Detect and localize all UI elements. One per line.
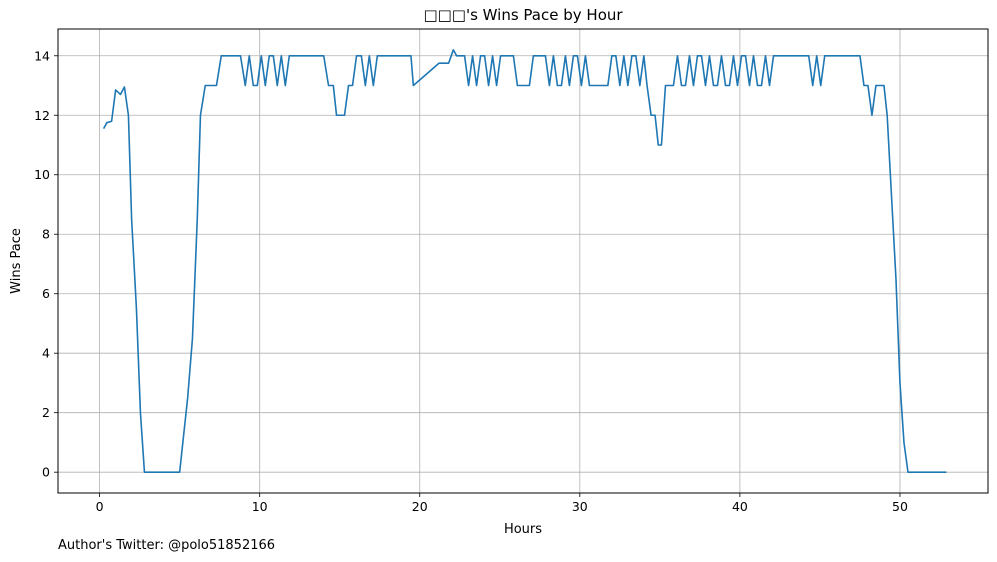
- gridlines: [58, 29, 988, 493]
- plot-frame: [57, 28, 989, 494]
- axis-ticks: 0 10 20 30 40 50 0 2 4 6 8 10 12 14: [34, 48, 908, 514]
- x-axis-label: Hours: [504, 522, 542, 537]
- x-tick-label: 20: [412, 499, 428, 514]
- series-line-group: [102, 49, 947, 473]
- series-line: [102, 49, 947, 473]
- x-tick-label: 50: [892, 499, 908, 514]
- y-tick-label: 14: [34, 48, 50, 63]
- y-tick-label: 8: [42, 227, 50, 242]
- y-tick-label: 4: [42, 346, 50, 361]
- y-axis-label: Wins Pace: [9, 228, 24, 294]
- y-tick-label: 0: [42, 465, 50, 480]
- y-tick-label: 12: [34, 108, 50, 123]
- y-tick-label: 6: [42, 286, 50, 301]
- y-tick-label: 10: [34, 167, 50, 182]
- author-credit: Author's Twitter: @polo51852166: [58, 538, 276, 553]
- y-tick-label: 2: [42, 405, 50, 420]
- x-tick-label: 30: [572, 499, 588, 514]
- x-tick-label: 40: [732, 499, 748, 514]
- x-tick-label: 10: [252, 499, 268, 514]
- x-tick-label: 0: [96, 499, 104, 514]
- chart-title: □□□'s Wins Pace by Hour: [423, 6, 623, 24]
